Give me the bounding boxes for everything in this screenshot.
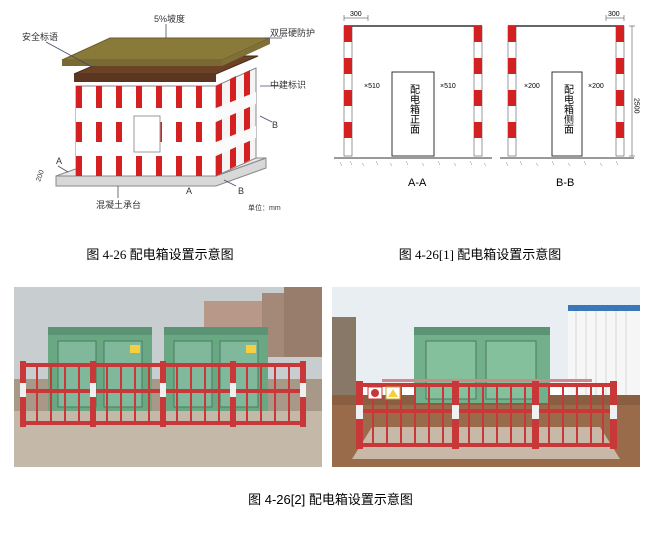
- section-aa: 300 ×510 ×510 配电箱正面 A-A: [334, 11, 492, 189]
- label-side: 配电箱侧面: [562, 84, 574, 135]
- row-diagrams: 安全标语 5%坡度 双层硬防护 中建标识 混凝土承台 单位：mm A A B B…: [0, 0, 661, 218]
- photo-right: [332, 287, 640, 467]
- svg-text:×510: ×510: [364, 83, 380, 90]
- row-photos: [0, 287, 661, 467]
- label-aa: A-A: [408, 177, 427, 189]
- caption-fig-4-26-2: 图 4-26[2] 配电箱设置示意图: [0, 489, 661, 508]
- label-zhongjian: 中建标识: [270, 79, 306, 90]
- svg-text:2500: 2500: [633, 98, 640, 114]
- svg-text:×200: ×200: [524, 83, 540, 90]
- section-bb: 300 ×200 ×200 2500 配电箱侧面 B-B: [500, 11, 640, 189]
- label-front: 配电箱正面: [408, 84, 420, 135]
- caption-fig-4-26: 图 4-26 配电箱设置示意图: [0, 244, 320, 263]
- label-anquan: 安全标语: [22, 31, 58, 42]
- svg-text:300: 300: [350, 11, 362, 18]
- svg-text:×510: ×510: [440, 83, 456, 90]
- svg-text:200: 200: [35, 169, 46, 182]
- figure-4-26: 安全标语 5%坡度 双层硬防护 中建标识 混凝土承台 单位：mm A A B B…: [0, 0, 316, 218]
- label-bb: B-B: [556, 177, 574, 189]
- label-poudu: 5%坡度: [154, 13, 185, 24]
- label-b2: B: [272, 120, 278, 130]
- label-shuangceng: 双层硬防护: [270, 27, 315, 38]
- label-unit: 单位：mm: [248, 203, 281, 212]
- label-b1: B: [238, 186, 244, 196]
- diagram-isometric: 安全标语 5%坡度 双层硬防护 中建标识 混凝土承台 单位：mm A A B B…: [16, 8, 316, 218]
- label-a1: A: [56, 156, 62, 166]
- caption-fig-4-26-1: 图 4-26[1] 配电箱设置示意图: [320, 244, 640, 263]
- caption-row-1: 图 4-26 配电箱设置示意图 图 4-26[1] 配电箱设置示意图: [0, 226, 661, 263]
- label-a2: A: [186, 186, 192, 196]
- photo-left: [14, 287, 322, 467]
- svg-text:×200: ×200: [588, 83, 604, 90]
- diagram-elevations: 300 ×510 ×510 配电箱正面 A-A: [326, 8, 646, 218]
- figure-4-26-1: 300 ×510 ×510 配电箱正面 A-A: [316, 0, 646, 218]
- label-hunning: 混凝土承台: [96, 199, 141, 210]
- svg-text:300: 300: [608, 11, 620, 18]
